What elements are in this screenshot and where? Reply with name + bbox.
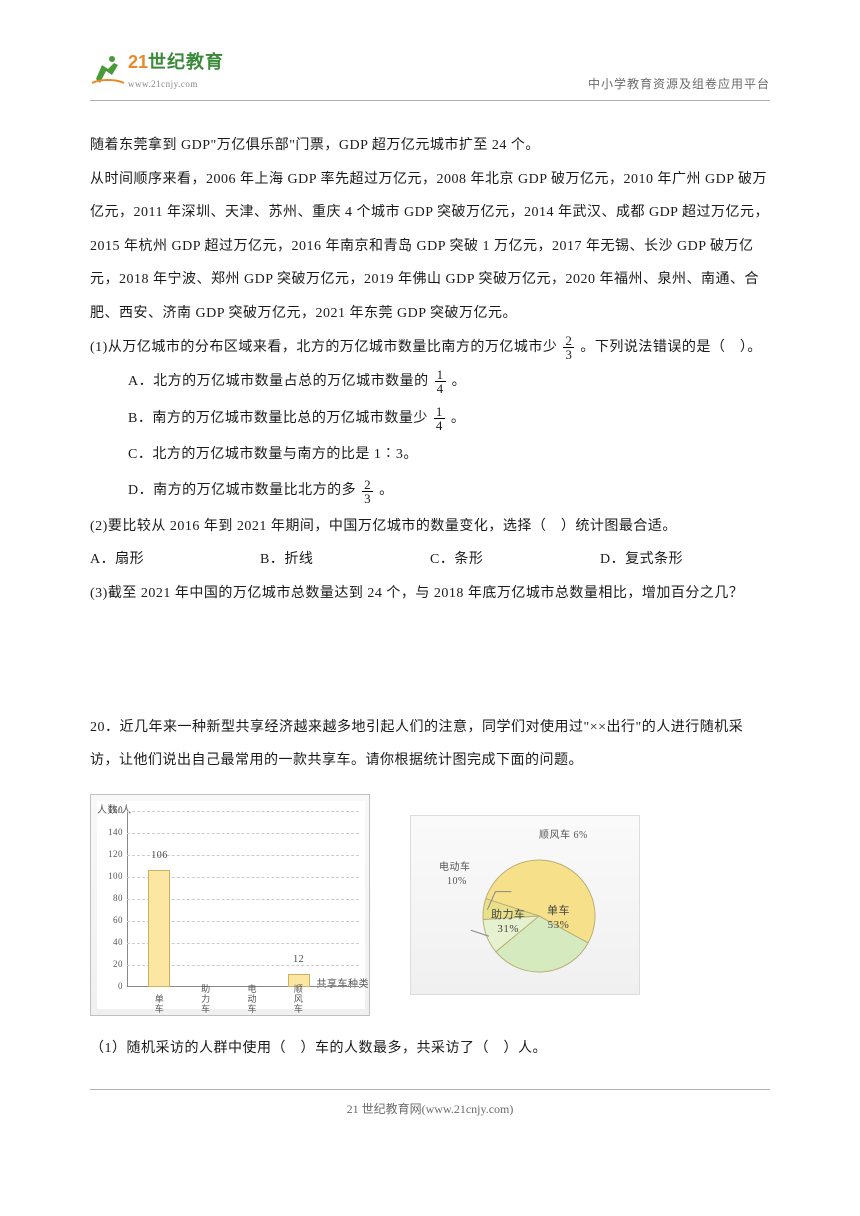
q20-stem: 20．近几年来一种新型共享经济越来越多地引起人们的注意，同学们对使用过"××出行… — [90, 711, 770, 778]
footer: 21 世纪教育网(www.21cnjy.com) — [90, 1089, 770, 1117]
pie-chart: 顺风车 6% 电动车 10% 助力车 31% 单车 53% — [410, 815, 640, 995]
q1-stem: (1)从万亿城市的分布区域来看，北方的万亿城市数量比南方的万亿城市少 23 。下… — [90, 331, 770, 365]
runner-icon — [90, 53, 126, 87]
bar-ytick: 100 — [97, 866, 123, 888]
q3-stem: (3)截至 2021 年中国的万亿城市总数量达到 24 个，与 2018 年底万… — [90, 577, 770, 611]
content: 随着东莞拿到 GDP"万亿俱乐部"门票，GDP 超万亿元城市扩至 24 个。 从… — [90, 129, 770, 1065]
pie-zhuli-name: 助力车 — [491, 909, 526, 921]
q2-stem: (2)要比较从 2016 年到 2021 年期间，中国万亿城市的数量变化，选择（… — [90, 510, 770, 544]
q1-A-text: A．北方的万亿城市数量占总的万亿城市数量的 — [128, 374, 429, 389]
logo-main-text: 世纪教育 — [148, 52, 224, 72]
q1-A-tail: 。 — [452, 374, 467, 389]
pie-label-shunfeng: 顺风车 6% — [539, 824, 588, 848]
q1-choice-d: D．南方的万亿城市数量比北方的多 23 。 — [128, 473, 770, 509]
bar-ytick: 120 — [97, 844, 123, 866]
q1-choices: A．北方的万亿城市数量占总的万亿城市数量的 14 。 B．南方的万亿城市数量比总… — [128, 364, 770, 510]
pie-danche-name: 单车 — [547, 905, 570, 917]
pie-slice-danche: 单车 53% — [547, 904, 570, 933]
q1-D-tail: 。 — [379, 483, 394, 498]
bar-xlabel: 共享车种类 — [317, 973, 370, 997]
gap — [90, 778, 770, 788]
q1-stem-frac: 23 — [563, 334, 574, 361]
q1-frac-den: 3 — [563, 348, 574, 361]
bar-ytick: 140 — [97, 822, 123, 844]
page: 21世纪教育 www.21cnjy.com 中小学教育资源及组卷应用平台 随着东… — [0, 0, 860, 1157]
q1-A-frac: 14 — [435, 368, 446, 395]
q2-choice-b: B．折线 — [260, 543, 430, 577]
q1-D-text: D．南方的万亿城市数量比北方的多 — [128, 483, 356, 498]
bar-value-单车: 106 — [144, 844, 174, 868]
logo: 21世纪教育 www.21cnjy.com — [90, 48, 224, 92]
bar-ytick: 0 — [97, 976, 123, 998]
bar-chart: 人数/人 共享车种类 020406080100120140160106单车助力车… — [90, 794, 370, 1016]
bar-单车 — [148, 870, 170, 987]
bar-ytick: 40 — [97, 932, 123, 954]
q1-D-frac: 23 — [362, 478, 373, 505]
q1-B-frac: 14 — [434, 405, 445, 432]
pie-svg — [411, 816, 641, 996]
header: 21世纪教育 www.21cnjy.com 中小学教育资源及组卷应用平台 — [90, 48, 770, 92]
q1-A-den: 4 — [435, 382, 446, 395]
bar-ytick: 160 — [97, 800, 123, 822]
q1-stem-b: 。下列说法错误的是（ ）。 — [580, 340, 762, 355]
pie-slice-zhuli: 助力车 31% — [491, 908, 526, 937]
bar-xtick: 单车 — [146, 995, 172, 1015]
pie-zhuli-pct: 31% — [497, 923, 519, 935]
bar-value-顺风车: 12 — [284, 948, 314, 972]
q2-choice-c: C．条形 — [430, 543, 600, 577]
bar-xtick: 顺风车 — [286, 985, 312, 1015]
q1-B-den: 4 — [434, 419, 445, 432]
q1-stem-a: (1)从万亿城市的分布区域来看，北方的万亿城市数量比南方的万亿城市少 — [90, 340, 557, 355]
figures-row: 人数/人 共享车种类 020406080100120140160106单车助力车… — [90, 794, 770, 1016]
q20-sub1: （1）随机采访的人群中使用（ ）车的人数最多，共采访了（ ）人。 — [90, 1032, 770, 1066]
q1-D-num: 2 — [362, 478, 373, 492]
bar-chart-plot: 人数/人 共享车种类 020406080100120140160106单车助力车… — [97, 801, 365, 1009]
q1-choice-c: C．北方的万亿城市数量与南方的比是 1∶3。 — [128, 437, 770, 473]
answer-space — [90, 611, 770, 711]
bar-ytick: 80 — [97, 888, 123, 910]
q2-choices: A．扇形 B．折线 C．条形 D．复式条形 — [90, 543, 770, 577]
q1-choice-b: B．南方的万亿城市数量比总的万亿城市数量少 14 。 — [128, 401, 770, 437]
q1-B-text: B．南方的万亿城市数量比总的万亿城市数量少 — [128, 411, 428, 426]
q1-B-num: 1 — [434, 405, 445, 419]
intro-p1: 随着东莞拿到 GDP"万亿俱乐部"门票，GDP 超万亿元城市扩至 24 个。 — [90, 129, 770, 163]
header-right-text: 中小学教育资源及组卷应用平台 — [588, 75, 770, 92]
q1-A-num: 1 — [435, 368, 446, 382]
q1-choice-a: A．北方的万亿城市数量占总的万亿城市数量的 14 。 — [128, 364, 770, 400]
logo-text-block: 21世纪教育 www.21cnjy.com — [128, 48, 224, 92]
q1-B-tail: 。 — [451, 411, 466, 426]
pie-label-diandong-pct: 10% — [447, 870, 467, 894]
q1-frac-num: 2 — [563, 334, 574, 348]
bar-xtick: 电动车 — [239, 985, 265, 1015]
bar-ytick: 20 — [97, 954, 123, 976]
logo-url: www.21cnjy.com — [128, 79, 198, 89]
q2-choice-a: A．扇形 — [90, 543, 260, 577]
bar-ytick: 60 — [97, 910, 123, 932]
intro-p2: 从时间顺序来看，2006 年上海 GDP 率先超过万亿元，2008 年北京 GD… — [90, 163, 770, 331]
pie-danche-pct: 53% — [548, 919, 570, 931]
bar-xtick: 助力车 — [193, 985, 219, 1015]
header-divider — [90, 100, 770, 101]
logo-prefix: 21 — [128, 52, 148, 72]
q2-choice-d: D．复式条形 — [600, 543, 770, 577]
q1-D-den: 3 — [362, 492, 373, 505]
